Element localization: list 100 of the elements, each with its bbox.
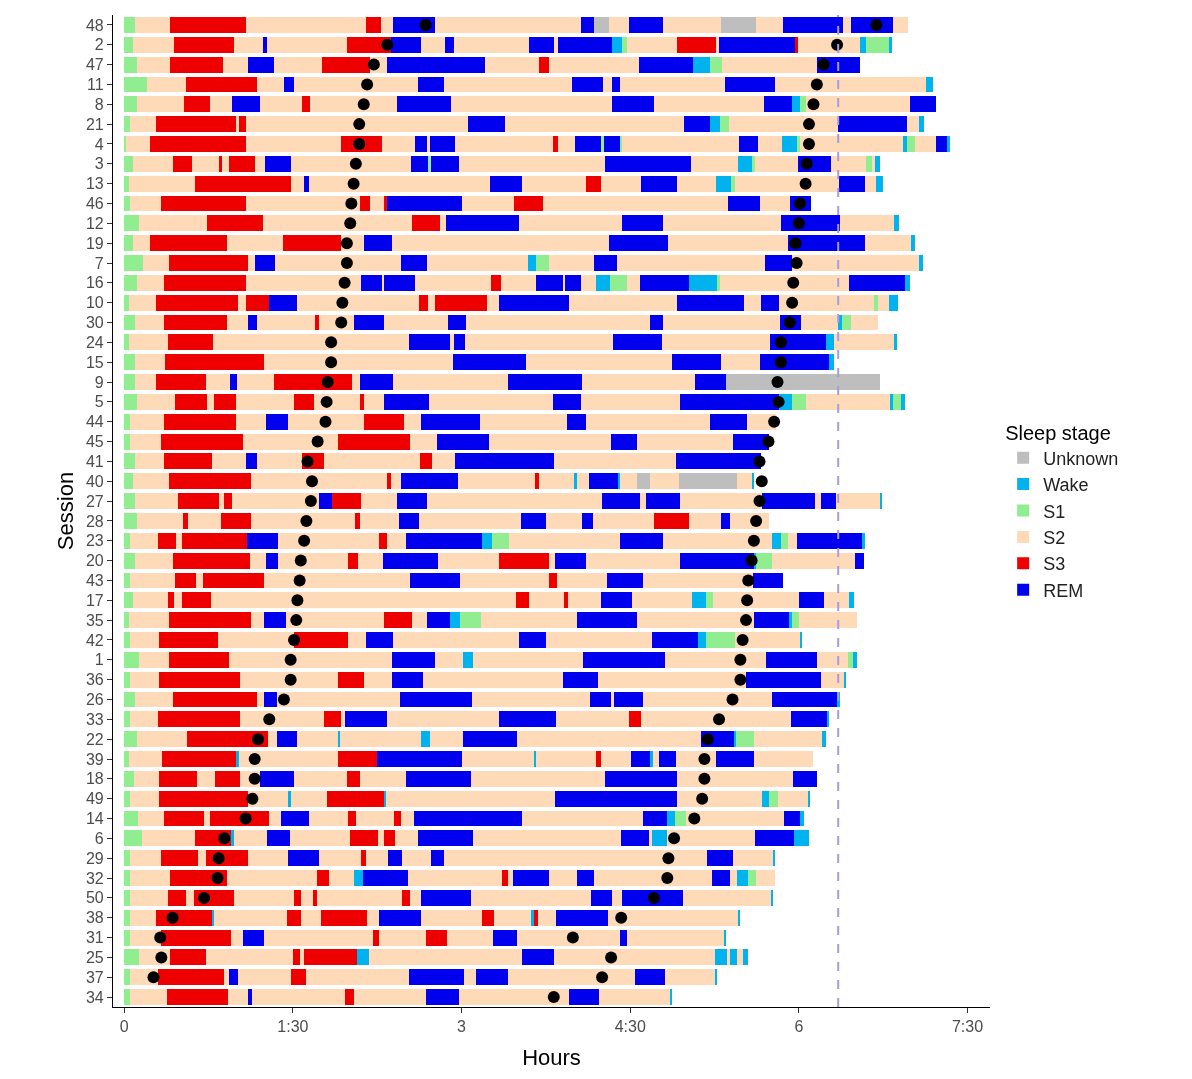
bar (431, 850, 444, 867)
bar (859, 36, 867, 53)
bar (290, 790, 327, 807)
x-axis-title: Hours (522, 1045, 581, 1071)
bar (577, 473, 589, 490)
y-tick-label: 13 (85, 175, 104, 193)
bar (636, 473, 651, 490)
bar (479, 413, 568, 430)
bar (556, 711, 630, 728)
bar (383, 274, 416, 291)
bar (564, 274, 581, 291)
bar (626, 929, 724, 946)
bar (725, 374, 880, 390)
bar (434, 651, 463, 668)
bar (756, 16, 784, 33)
bar (778, 294, 875, 311)
bar (290, 155, 411, 172)
y-tick-label: 29 (85, 849, 104, 867)
bar (155, 294, 238, 311)
bar (268, 731, 278, 748)
bar (535, 751, 597, 767)
y-tick-label: 1 (94, 651, 104, 669)
point (698, 772, 711, 785)
bar (256, 76, 284, 93)
bar (622, 136, 740, 152)
bar (129, 711, 158, 728)
bar (552, 393, 581, 410)
bar (690, 155, 739, 172)
bar (488, 433, 612, 450)
bar (412, 612, 427, 629)
bar (387, 711, 499, 728)
bar (162, 751, 236, 767)
bar (238, 116, 246, 133)
bar (169, 473, 252, 490)
bar (220, 512, 252, 529)
y-tick-label: 28 (85, 512, 104, 530)
bar (387, 56, 486, 73)
bar (771, 552, 856, 569)
bar (135, 691, 173, 708)
y-tick-label: 24 (85, 333, 104, 351)
bar (400, 473, 459, 490)
bar (461, 751, 534, 767)
point (789, 237, 802, 250)
bar (128, 175, 196, 192)
bar (251, 473, 388, 490)
bar (191, 155, 219, 172)
bar (288, 413, 364, 430)
bar (838, 116, 907, 133)
bar (423, 671, 563, 688)
y-tick-label: 42 (85, 631, 104, 649)
bar (553, 453, 677, 470)
bar (790, 711, 827, 728)
bar (124, 215, 139, 232)
bar (168, 334, 214, 351)
bar (124, 592, 134, 609)
bar (341, 711, 345, 728)
bar (136, 393, 175, 410)
bar (877, 294, 889, 311)
bar (228, 651, 392, 668)
y-tick-label: 33 (85, 710, 104, 728)
point (344, 217, 357, 230)
bar (464, 334, 614, 351)
bar (391, 235, 609, 252)
bar (485, 56, 540, 73)
bar (288, 850, 319, 867)
bar (507, 374, 582, 390)
bar (344, 711, 388, 728)
bar (247, 850, 289, 867)
point (701, 733, 714, 746)
bar (166, 989, 228, 1006)
bar (124, 393, 137, 410)
point (547, 991, 560, 1004)
point (198, 891, 211, 904)
bar (392, 632, 519, 648)
bar (516, 731, 702, 748)
bar (250, 552, 266, 569)
bar (580, 16, 595, 33)
bar (161, 850, 199, 867)
bar (129, 850, 162, 867)
point (734, 673, 747, 686)
bar (414, 810, 523, 827)
y-tick-label: 44 (85, 413, 104, 431)
bar (904, 274, 911, 291)
bar (409, 433, 437, 450)
point (661, 872, 674, 885)
point (742, 574, 755, 587)
bar (365, 850, 389, 867)
bar (538, 909, 556, 926)
bar (360, 195, 371, 212)
bar (516, 929, 621, 946)
bar (470, 889, 591, 906)
bar (799, 136, 904, 152)
point (291, 594, 304, 607)
bar (316, 870, 329, 886)
bar (850, 314, 878, 331)
bar (632, 592, 693, 609)
bar (128, 751, 163, 767)
bar (518, 215, 623, 232)
point (248, 753, 261, 765)
bar (732, 850, 773, 867)
